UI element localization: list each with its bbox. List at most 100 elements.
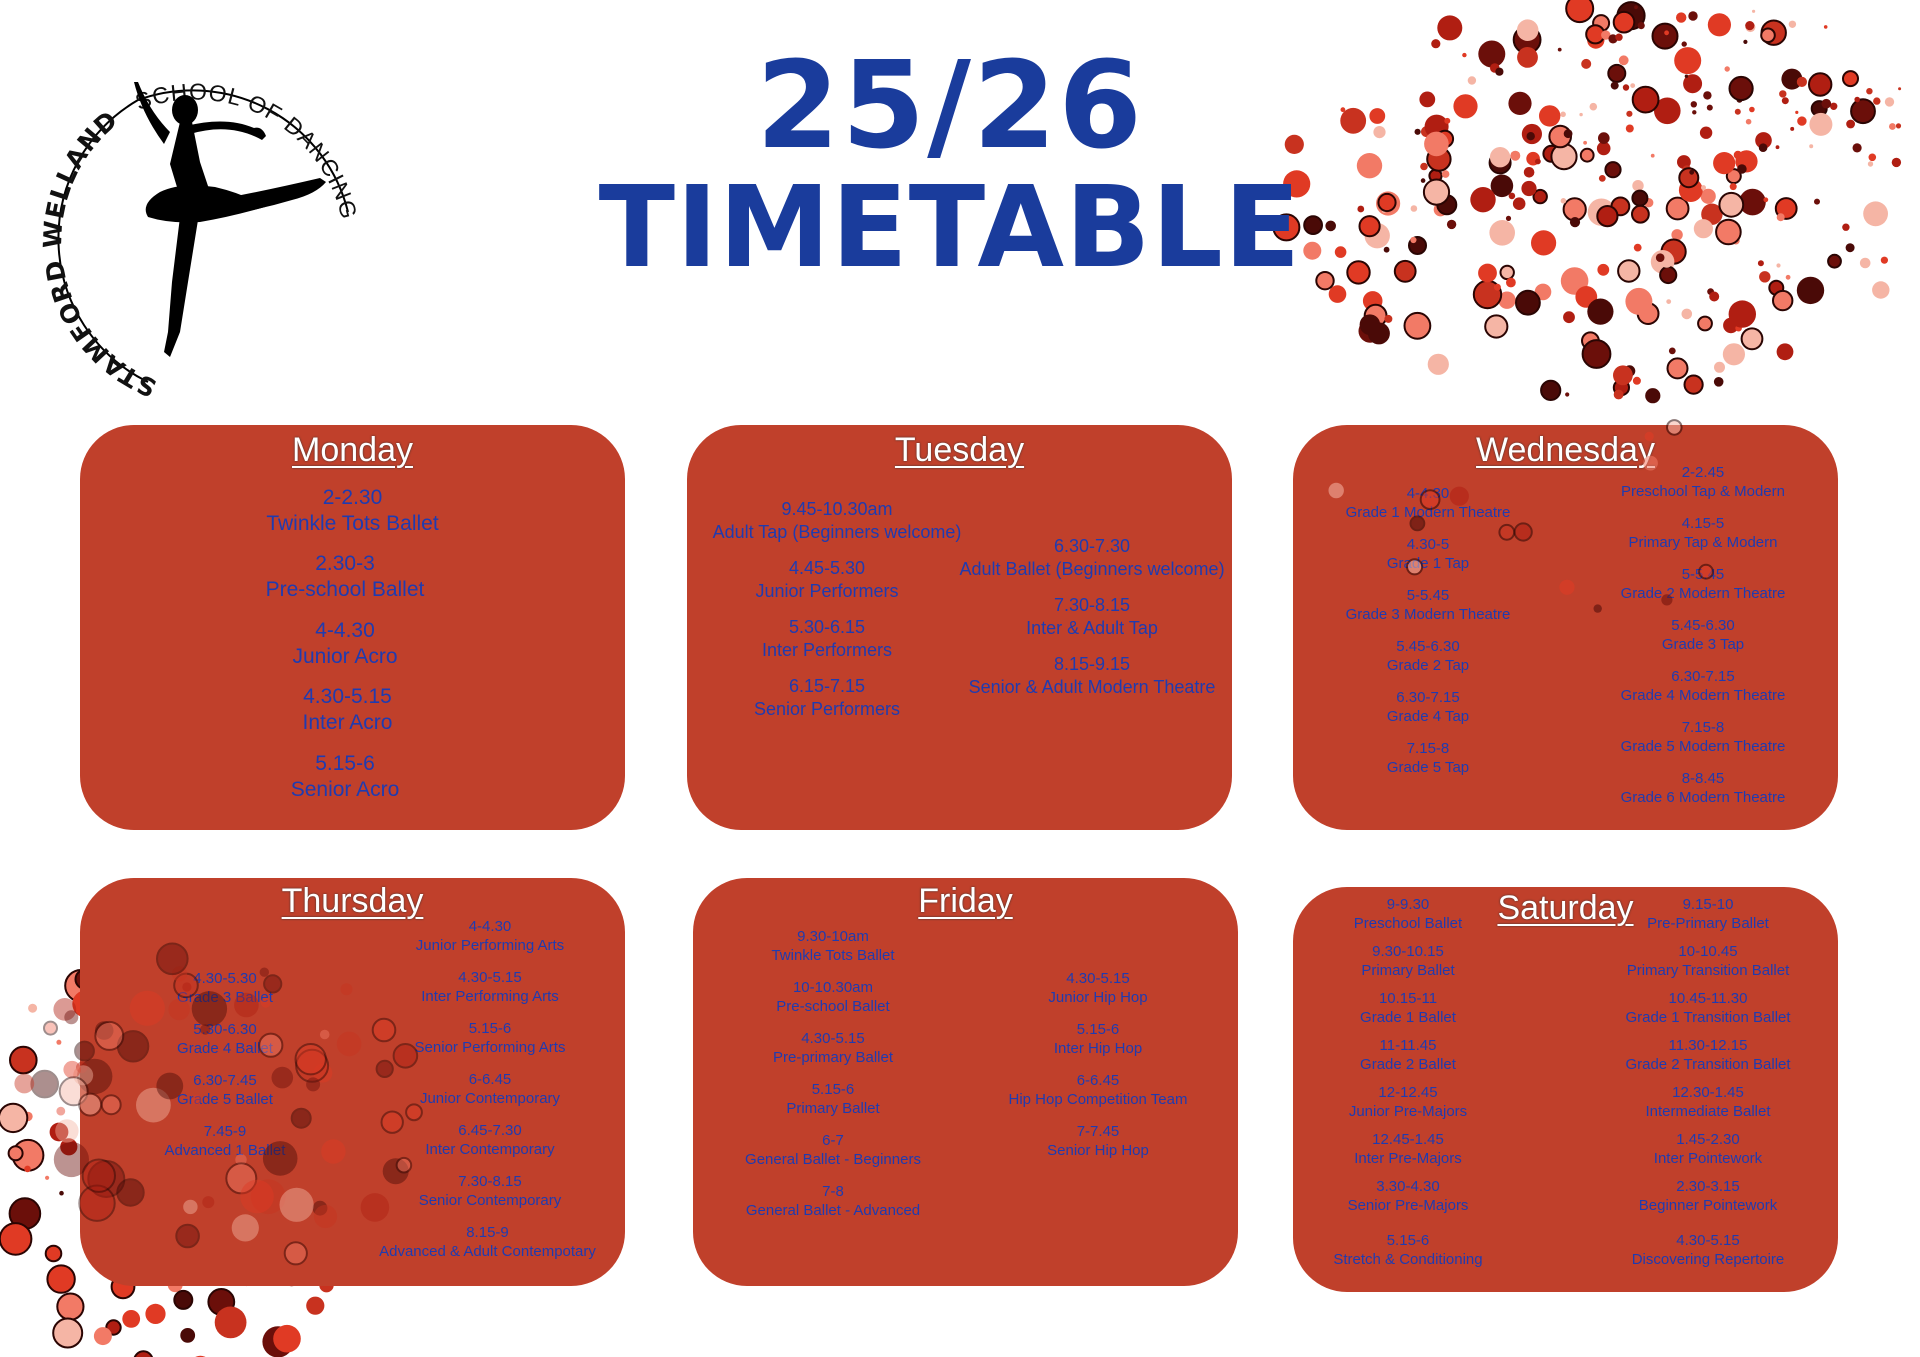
decorative-dot: [1613, 365, 1633, 386]
class-name: Discovering Repertoire: [1631, 1250, 1785, 1268]
class-time: 6.30-7.15: [1396, 689, 1460, 706]
class-name: Grade 2 Ballet: [1360, 1055, 1456, 1073]
ballerina-icon: [134, 82, 326, 357]
class-time: 8.15-9: [466, 1224, 509, 1241]
logo-arc: [137, 89, 349, 213]
class-name: Primary Ballet: [786, 1099, 880, 1117]
decorative-dot: [1328, 285, 1347, 303]
decorative-dot: [1637, 22, 1645, 30]
decorative-dot: [1772, 289, 1794, 312]
decorative-dot: [1757, 260, 1764, 267]
class-time: 11.30-12.15: [1668, 1037, 1748, 1054]
timetable-title: 25/26 TIMETABLE: [560, 37, 1340, 291]
class-name: Advanced 1 Ballet: [164, 1141, 286, 1159]
class-name: Senior Contemporary: [418, 1191, 562, 1209]
decorative-dot: [1499, 264, 1515, 281]
decorative-dot: [1690, 101, 1698, 108]
decorative-dot: [1579, 112, 1583, 117]
decorative-dot: [214, 1306, 247, 1339]
decorative-dot: [1358, 215, 1381, 238]
decorative-dot: [1884, 97, 1895, 107]
class-entry: 11-11.45 Grade 2 Ballet: [1298, 1037, 1518, 1075]
class-name: Senior Pre-Majors: [1347, 1196, 1469, 1214]
decorative-dot: [1776, 213, 1785, 222]
class-name: Grade 1 Tap: [1386, 554, 1470, 572]
decorative-dot: [1557, 47, 1562, 52]
class-time: 4.30-5.15: [303, 685, 392, 708]
decorative-dot: [1699, 126, 1713, 139]
decorative-dot: [1490, 174, 1514, 198]
decorative-dot: [1377, 192, 1397, 213]
class-time: 12-12.45: [1378, 1084, 1438, 1101]
class-entry: 12.30-1.45 Intermediate Ballet: [1593, 1084, 1823, 1122]
class-time: 4.45-5.30: [788, 558, 866, 578]
class-entry: 7.30-8.15 Inter & Adult Tap: [957, 594, 1227, 639]
class-entry: 5.15-6 Primary Ballet: [703, 1081, 963, 1119]
class-time: 5.45-6.30: [1671, 617, 1735, 634]
decorative-dot: [1665, 196, 1690, 221]
class-name: Inter Pre-Majors: [1354, 1149, 1462, 1167]
class-entry: 11.30-12.15 Grade 2 Transition Ballet: [1593, 1037, 1823, 1075]
decorative-dot: [1581, 58, 1592, 69]
decorative-dot: [1700, 188, 1716, 204]
class-time: 4-4.30: [315, 619, 375, 642]
decorative-dot: [1531, 230, 1557, 256]
decorative-dot: [1510, 150, 1521, 161]
class-name: Grade 3 Tap: [1661, 635, 1745, 653]
day-card-tuesday: Tuesday 9.45-10.30am Adult Tap (Beginner…: [687, 425, 1232, 830]
decorative-dot: [1478, 263, 1497, 283]
decorative-dot: [1617, 259, 1641, 283]
decorative-dot: [1781, 97, 1789, 105]
class-time: 1.45-2.30: [1676, 1131, 1740, 1148]
class-entry: 7-7.45 Senior Hip Hop: [968, 1123, 1228, 1161]
class-name: Grade 1 Transition Ballet: [1625, 1008, 1791, 1026]
decorative-dot: [1419, 91, 1436, 108]
day-card-monday: Monday 2-2.30 Twinkle Tots Ballet 2.30-3…: [80, 425, 625, 830]
class-time: 6-7: [822, 1132, 844, 1149]
decorative-dot: [1431, 39, 1441, 49]
class-time: 10.45-11.30: [1668, 990, 1748, 1007]
class-name: Junior Hip Hop: [1048, 988, 1148, 1006]
decorative-dot: [1369, 108, 1386, 124]
decorative-dot: [1517, 47, 1538, 68]
class-entry: 5.30-6.15 Inter Performers: [697, 616, 957, 661]
decorative-dot: [1866, 88, 1873, 95]
decorative-dot: [56, 1039, 62, 1045]
decorative-dot: [1563, 311, 1575, 324]
day-heading: Tuesday: [894, 431, 1025, 469]
decorative-dot: [1891, 157, 1902, 168]
decorative-dot: [1608, 34, 1618, 44]
decorative-dot: [1692, 110, 1697, 115]
decorative-dot: [45, 1175, 50, 1180]
class-time: 10-10.45: [1678, 943, 1738, 960]
decorative-dot: [1779, 90, 1787, 98]
decorative-dot: [1889, 123, 1896, 130]
decorative-dot: [1845, 243, 1855, 253]
title-year: 25/26: [756, 37, 1144, 176]
decorative-dot: [60, 1138, 78, 1156]
day-card-wednesday: Wednesday 4-4.30 Grade 1 Modern Theatre …: [1293, 425, 1838, 830]
decorative-dot: [1743, 39, 1748, 45]
decorative-dot: [1666, 299, 1672, 304]
class-time: 10.15-11: [1378, 990, 1438, 1007]
class-name: Twinkle Tots Ballet: [266, 512, 439, 536]
class-time: 4.30-5: [1406, 536, 1450, 553]
decorative-dot: [1303, 215, 1323, 236]
class-name: Grade 2 Modern Theatre: [1620, 584, 1786, 602]
decorative-dot: [1495, 67, 1504, 76]
decorative-dot: [1775, 145, 1780, 150]
decorative-dot: [1733, 150, 1743, 160]
class-name: Beginner Pointework: [1638, 1196, 1778, 1214]
decorative-dot: [1462, 52, 1467, 58]
decorative-dot: [1760, 27, 1776, 44]
decorative-dot: [133, 1350, 154, 1357]
class-entry: 6-7 General Ballet - Beginners: [703, 1132, 963, 1170]
class-name: Inter Hip Hop: [1053, 1039, 1143, 1057]
class-time: 12.30-1.45: [1672, 1084, 1744, 1101]
class-name: Primary Transition Ballet: [1626, 961, 1790, 979]
decorative-dot: [1632, 180, 1644, 192]
decorative-dot: [1759, 271, 1771, 283]
class-entry: 6-6.45 Hip Hop Competition Team: [968, 1072, 1228, 1110]
class-entry: 10.15-11 Grade 1 Ballet: [1298, 990, 1518, 1028]
decorative-dot: [1563, 129, 1573, 139]
